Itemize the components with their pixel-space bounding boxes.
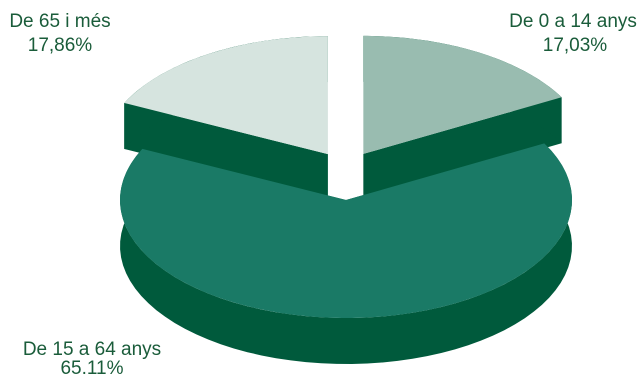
pie-slice-1-top [119,143,572,319]
label-slice-0: De 0 a 14 anys [509,11,637,32]
pie-slice-2-wall-0 [124,102,328,201]
pie-slice-1-rim [120,143,572,364]
pie-slice-0-wall-1 [363,97,562,200]
pie-slice-0 [363,35,562,200]
value-slice-2: 17,86% [28,35,93,56]
label-slice-1: De 15 a 64 anys [23,339,161,360]
pie-slice-1 [119,143,572,364]
value-slice-0: 17,03% [543,35,608,56]
pie-slice-0-top [363,35,562,154]
pie-slice-2 [124,36,328,201]
value-slice-1: 65.11% [60,358,123,376]
label-slice-2: De 65 i més [9,11,110,32]
pie-slice-2-top [124,36,328,155]
